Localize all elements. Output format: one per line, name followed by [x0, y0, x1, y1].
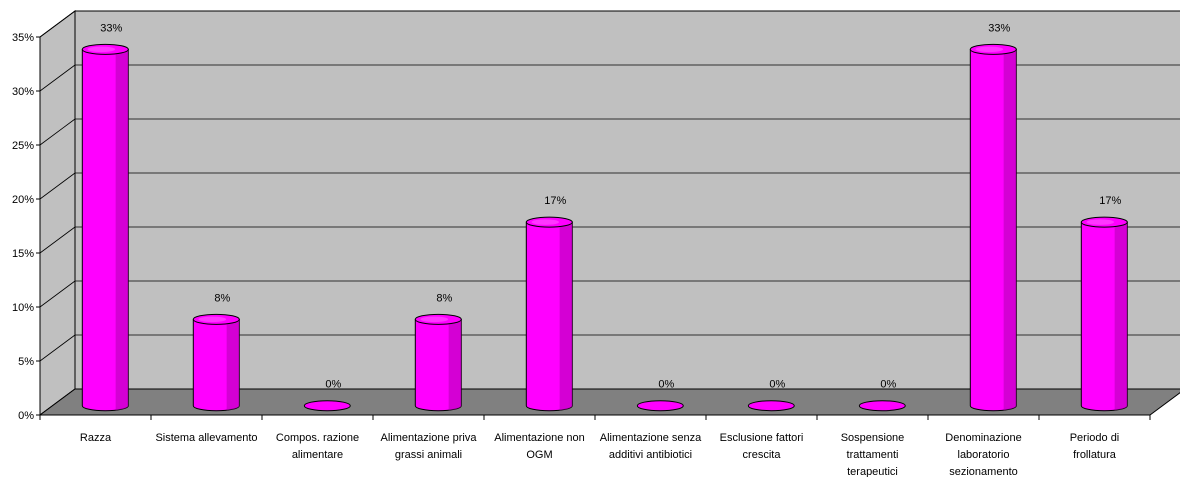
bar-top-highlight	[87, 46, 116, 53]
data-label: 17%	[1099, 195, 1121, 207]
category-label-line: sezionamento	[949, 466, 1018, 477]
data-label: 8%	[214, 292, 230, 304]
category-label-line: Compos. razione	[276, 432, 359, 444]
y-tick-label: 0%	[18, 410, 34, 422]
gridline-side	[39, 172, 76, 200]
data-label: 17%	[544, 195, 566, 207]
category-label-line: Alimentazione priva	[381, 432, 478, 444]
category-label-line: trattamenti	[847, 449, 899, 461]
data-label: 0%	[325, 379, 341, 391]
bar	[525, 216, 573, 412]
category-label: Alimentazione senza additivi antibiotici	[600, 432, 702, 461]
category-label-line: Alimentazione senza	[600, 432, 702, 444]
bar	[303, 400, 351, 412]
bar-zero	[636, 400, 684, 412]
bar-top	[525, 216, 573, 228]
bar	[1080, 216, 1128, 412]
data-label: 33%	[100, 22, 122, 34]
bar-zero	[747, 400, 795, 412]
data-label: 0%	[658, 379, 674, 391]
category-label-line: crescita	[743, 449, 782, 461]
category-label-line: additivi antibiotici	[609, 449, 692, 461]
category-label: Sistema allevamento	[155, 432, 257, 444]
y-tick-label: 10%	[12, 302, 34, 314]
bar-shade	[1003, 49, 1017, 411]
bar-top-highlight	[420, 316, 449, 323]
bar-shade	[226, 319, 240, 411]
category-label: Denominazione laboratorio sezionamento	[945, 432, 1021, 477]
bar	[969, 43, 1017, 412]
category-label-line: terapeutici	[847, 466, 898, 477]
bar-shade	[559, 222, 573, 411]
bar	[414, 313, 462, 412]
bar-shade	[448, 319, 462, 411]
bar-top-highlight	[975, 46, 1004, 53]
category-label-line: Sospensione	[841, 432, 905, 444]
y-tick-label: 20%	[12, 194, 34, 206]
category-label-line: Periodo di	[1070, 432, 1120, 444]
bar-top	[192, 313, 240, 325]
data-label: 8%	[436, 292, 452, 304]
bar-zero	[858, 400, 906, 412]
gridline-side	[39, 226, 76, 254]
category-label-line: OGM	[526, 449, 552, 461]
y-tick-label: 15%	[12, 248, 34, 260]
bar	[636, 400, 684, 412]
bar	[747, 400, 795, 412]
gridline-side	[39, 334, 76, 362]
category-label-line: Sistema allevamento	[155, 432, 257, 444]
bar	[81, 43, 129, 412]
y-tick-label: 35%	[12, 32, 34, 44]
gridline-side	[39, 118, 76, 146]
data-label: 33%	[988, 22, 1010, 34]
bar-top	[969, 43, 1017, 55]
category-label: Sospensione trattamenti terapeutici	[841, 432, 905, 477]
category-label-line: alimentare	[292, 449, 343, 461]
category-label: Compos. razione alimentare	[276, 432, 359, 461]
bar-zero	[303, 400, 351, 412]
gridline-side	[39, 10, 76, 38]
bar	[858, 400, 906, 412]
bar-top	[1080, 216, 1128, 228]
category-label: Alimentazione priva grassi animali	[381, 432, 478, 461]
y-tick-label: 25%	[12, 140, 34, 152]
bar	[192, 313, 240, 412]
bar-top	[81, 43, 129, 55]
category-label-line: grassi animali	[395, 449, 462, 461]
gridline-side	[39, 64, 76, 92]
category-label-line: Alimentazione non	[494, 432, 585, 444]
y-tick-label: 5%	[18, 356, 34, 368]
category-label-line: laboratorio	[958, 449, 1010, 461]
bar-shade	[1114, 222, 1128, 411]
bar-top-highlight	[1086, 219, 1115, 225]
data-label: 0%	[769, 379, 785, 391]
category-label-line: frollatura	[1073, 449, 1117, 461]
category-label: Esclusione fattori crescita	[720, 432, 804, 461]
category-label: Razza	[80, 432, 112, 444]
category-label-line: Denominazione	[945, 432, 1021, 444]
bar-shade	[115, 49, 129, 411]
side-wall	[39, 10, 76, 416]
category-label-line: Esclusione fattori	[720, 432, 804, 444]
category-label: Periodo di frollatura	[1070, 432, 1120, 461]
bar-top-highlight	[531, 219, 560, 225]
bar-top-highlight	[198, 316, 227, 323]
data-label: 0%	[880, 379, 896, 391]
category-label: Alimentazione non OGM	[494, 432, 585, 461]
y-tick-label: 30%	[12, 86, 34, 98]
gridline-side	[39, 280, 76, 308]
category-label-line: Razza	[80, 432, 112, 444]
bar-top	[414, 313, 462, 325]
